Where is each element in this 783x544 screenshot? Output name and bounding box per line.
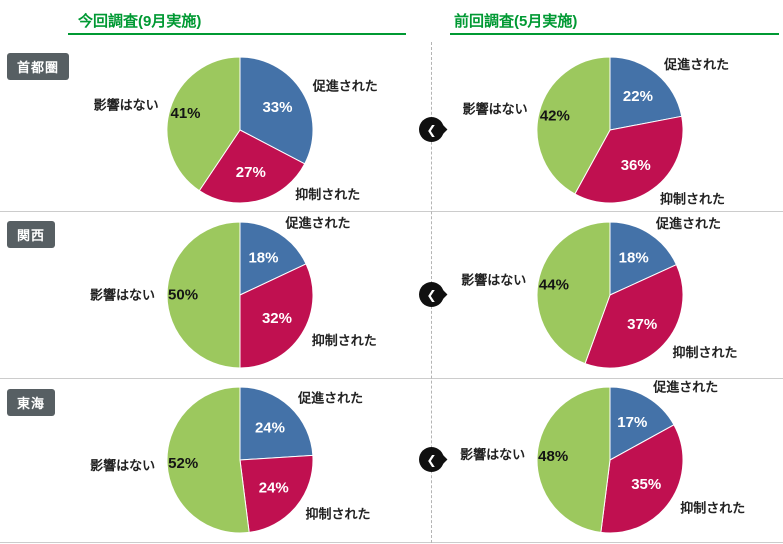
compare-arrow-marker-2: ❮ [419, 282, 444, 307]
pie-slice-promoted [609, 386, 675, 461]
pie-slice-suppressed [239, 454, 314, 533]
pie-value-label: 22% [623, 88, 653, 105]
pie-slice-label: 抑制された [295, 187, 360, 202]
pie-slice-label: 影響はない [94, 98, 159, 113]
pie-value-label: 50% [168, 287, 198, 304]
pie-value-label: 41% [171, 105, 201, 122]
pie-value-label: 18% [619, 250, 649, 267]
pie-slice-label: 抑制された [680, 500, 745, 515]
pie-value-label: 33% [262, 99, 292, 116]
pie-slice-no-effect [166, 221, 241, 369]
pie-slice-no-effect [166, 56, 241, 192]
pie-value-label: 32% [262, 310, 292, 327]
pie-tokai-previous: 17% 促進された 35% 抑制された 48% 影響はない [460, 379, 745, 534]
pie-slice-suppressed [239, 263, 314, 369]
region-badge-kansai: 関西 [7, 221, 56, 248]
previous-survey-header: 前回調査(5月実施) [450, 12, 779, 35]
pie-slice-no-effect [536, 386, 611, 533]
pie-metro-previous: 22% 促進された 36% 抑制された 42% 影響はない [463, 56, 729, 206]
pie-slice-suppressed [584, 264, 684, 369]
chevron-left-icon: ❮ [426, 287, 437, 302]
chevron-left-icon: ❮ [426, 452, 437, 467]
pie-slice-label: 抑制された [660, 191, 725, 206]
pie-slice-promoted [239, 221, 307, 296]
pie-slice-promoted [609, 221, 678, 296]
pie-slice-label: 影響はない [90, 458, 155, 473]
previous-survey-title: 前回調査(5月実施) [454, 13, 578, 30]
pie-slice-label: 抑制された [312, 333, 377, 348]
region-badge-tokai: 東海 [7, 389, 56, 416]
pie-tokai-current: 24% 促進された 24% 抑制された 52% 影響はない [90, 386, 371, 534]
pie-slice-label: 影響はない [463, 101, 528, 116]
pie-value-label: 37% [627, 316, 657, 333]
pie-slice-suppressed [574, 115, 684, 204]
pie-value-label: 18% [248, 250, 278, 267]
pie-kansai-previous: 18% 促進された 37% 抑制された 44% 影響はない [461, 216, 737, 369]
current-survey-title: 今回調査(9月実施) [78, 13, 202, 30]
pie-metro-current: 33% 促進された 27% 抑制された 41% 影響はない [94, 56, 378, 204]
pie-value-label: 17% [617, 414, 647, 431]
pie-value-label: 48% [538, 448, 568, 465]
pie-slice-label: 促進された [312, 78, 378, 93]
pie-value-label: 44% [539, 277, 569, 294]
pie-slice-promoted [239, 386, 314, 461]
pie-slice-label: 促進された [655, 216, 721, 231]
pie-value-label: 36% [621, 157, 651, 174]
pie-slice-label: 影響はない [461, 273, 526, 288]
pie-value-label: 24% [259, 479, 289, 496]
row-separator-3 [0, 542, 783, 543]
pie-slice-label: 抑制された [672, 345, 737, 360]
pie-slice-promoted [609, 56, 683, 131]
pie-slice-label: 促進された [652, 379, 718, 394]
pie-slice-no-effect [536, 221, 611, 365]
region-badge-metro: 首都圏 [7, 53, 70, 80]
pie-slice-label: 促進された [285, 216, 351, 231]
pie-value-label: 35% [631, 476, 661, 493]
current-survey-header: 今回調査(9月実施) [68, 12, 406, 35]
pie-slice-label: 抑制された [305, 507, 370, 522]
pie-value-label: 27% [236, 164, 266, 181]
chevron-left-icon: ❮ [426, 122, 437, 137]
pie-slice-promoted [239, 56, 314, 165]
pie-slice-suppressed [198, 129, 306, 204]
compare-arrow-marker-3: ❮ [419, 447, 444, 472]
pie-value-label: 52% [168, 455, 198, 472]
pie-slice-label: 影響はない [90, 288, 155, 303]
pie-slice-label: 促進された [297, 391, 363, 406]
pie-slice-label: 影響はない [460, 447, 525, 462]
pie-slice-no-effect [536, 56, 611, 195]
pie-slice-no-effect [166, 386, 250, 534]
row-separator-2 [0, 378, 783, 379]
pie-value-label: 24% [255, 420, 285, 437]
pie-slice-label: 促進された [663, 57, 729, 72]
pie-kansai-current: 18% 促進された 32% 抑制された 50% 影響はない [90, 216, 377, 369]
row-separator-1 [0, 211, 783, 212]
pie-value-label: 42% [540, 107, 570, 124]
pie-slice-suppressed [600, 424, 684, 534]
compare-arrow-marker-1: ❮ [419, 117, 444, 142]
